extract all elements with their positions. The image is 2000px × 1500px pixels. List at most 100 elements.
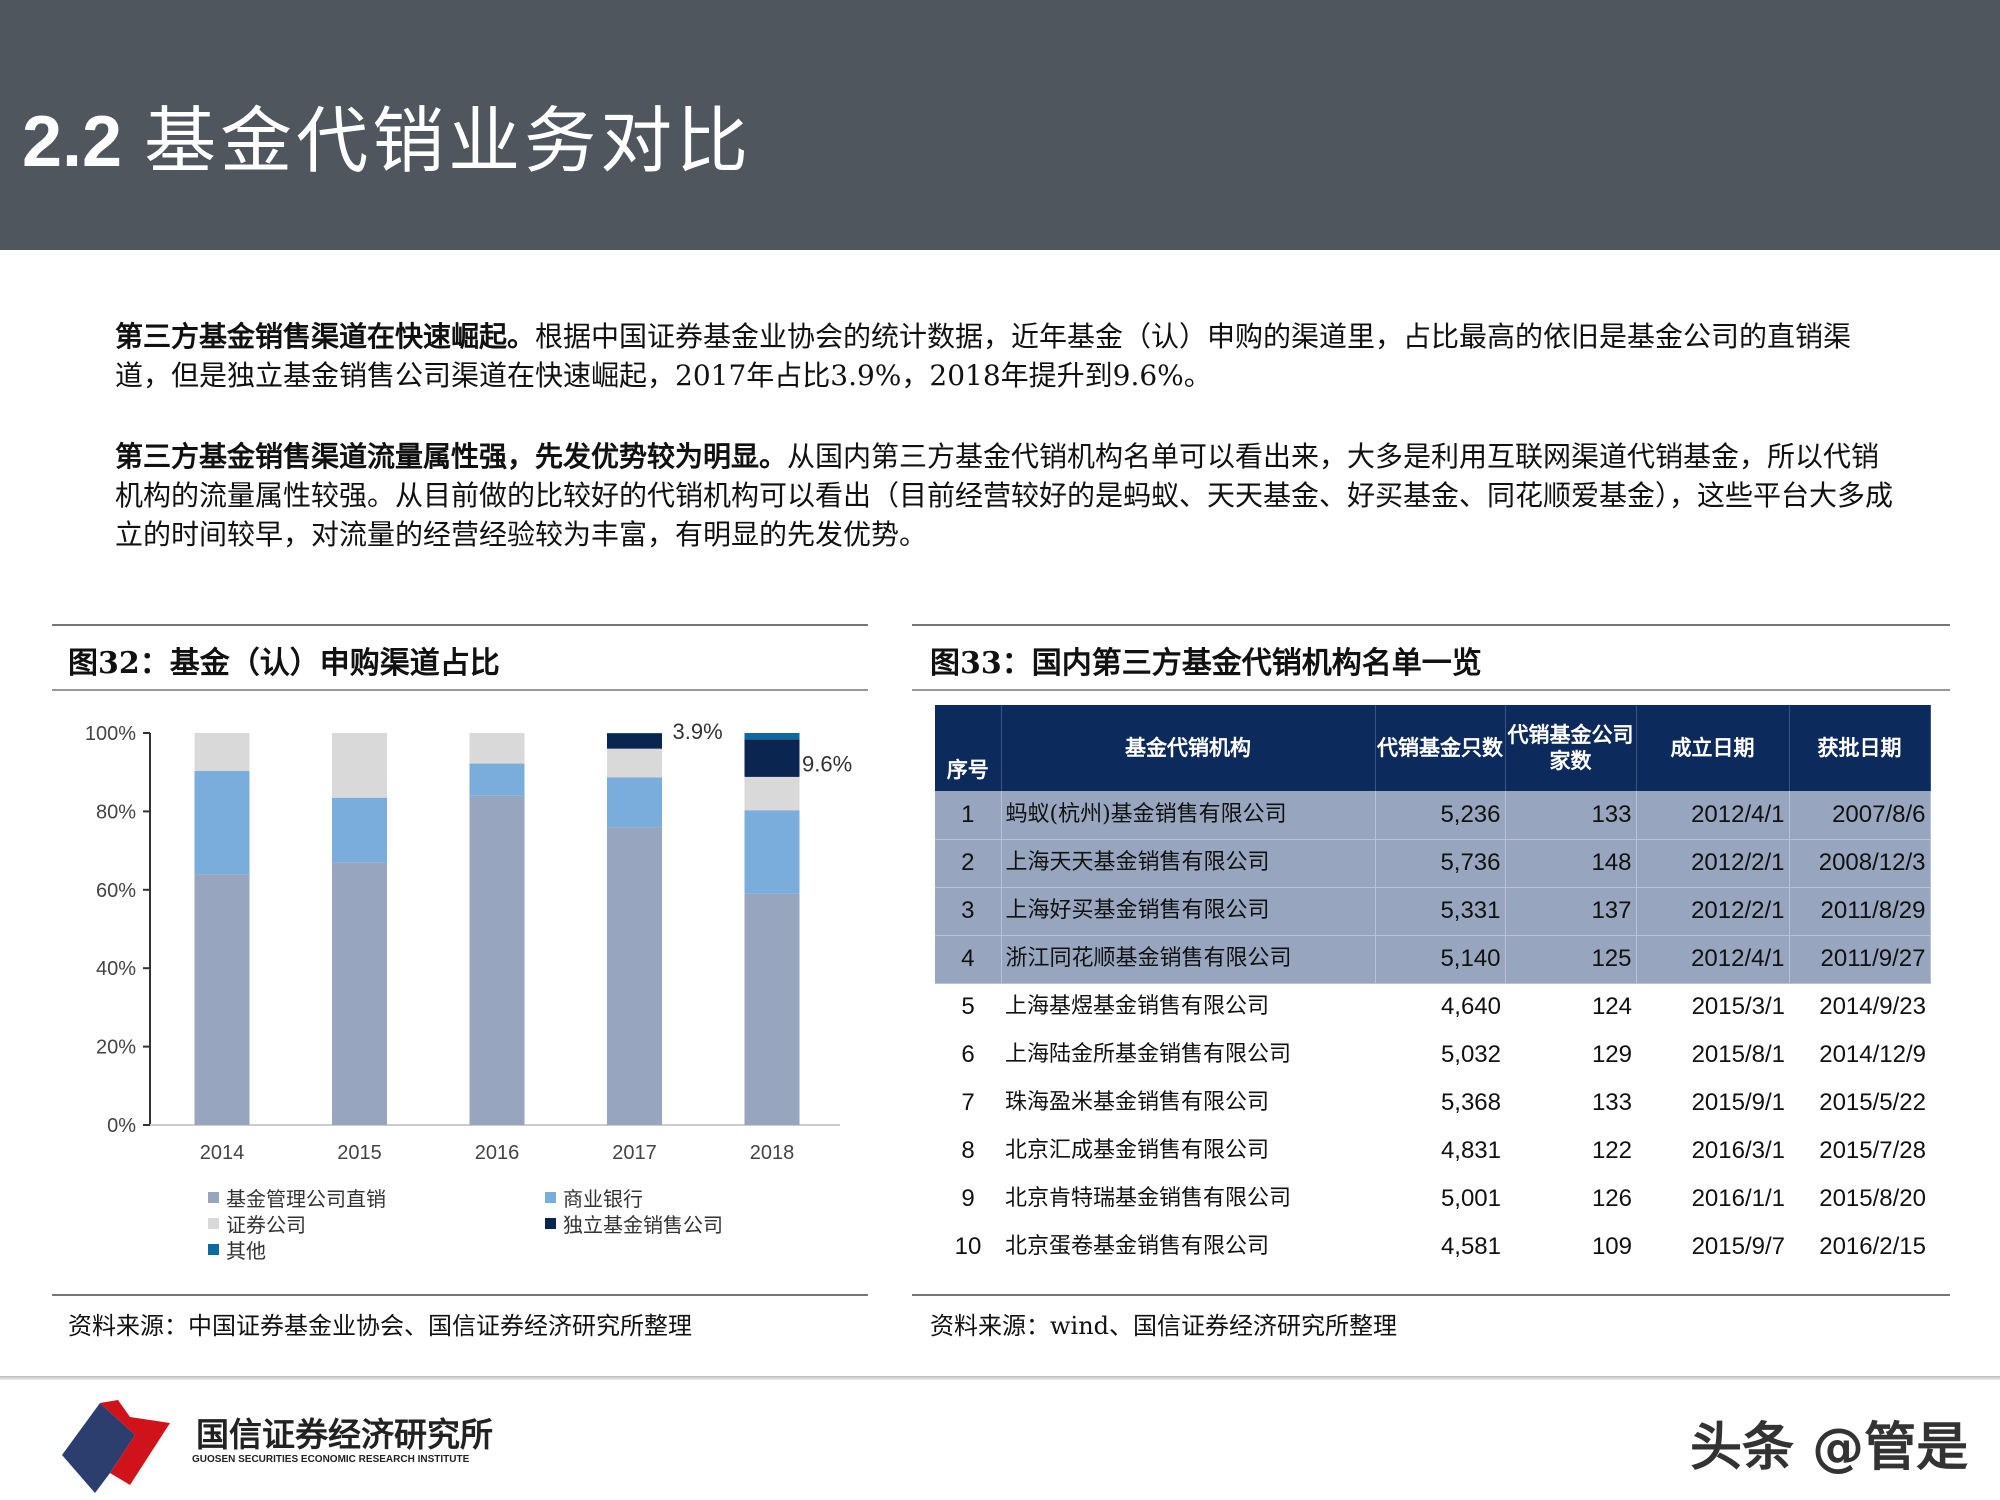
table-cell: 5,001: [1440, 1185, 1501, 1212]
table-cell: 5: [961, 993, 975, 1021]
legend-swatch: [545, 1192, 556, 1203]
table-cell: 3: [935, 887, 1002, 936]
table-row: 2 上海天天基金销售有限公司 5,736 148 2012/2/1 2008/12/3: [935, 839, 1931, 888]
bar-segment: [194, 733, 250, 772]
table-cell: 北京肯特瑞基金销售有限公司: [1005, 1186, 1292, 1211]
table-cell: 2007/8/6: [1789, 791, 1931, 840]
divider: [912, 1294, 1950, 1296]
table-row: 10 北京蛋卷基金销售有限公司 4,581 109 2015/9/7 2016/2/15: [935, 1223, 1930, 1271]
bar-segment: [744, 810, 800, 894]
bar-segment: [194, 874, 250, 1125]
legend-label: 基金管理公司直销: [226, 1187, 386, 1211]
table-row: 4 浙江同花顺基金销售有限公司 5,140 125 2012/4/1 2011/9/27: [935, 935, 1931, 984]
table-cell: 8: [961, 1137, 975, 1164]
y-tick-label: 0%: [107, 1115, 136, 1137]
column-header: 代销基金公司家数: [1505, 705, 1637, 791]
table-cell: 2014/9/23: [1819, 993, 1926, 1021]
table-cell: 2012/4/1: [1636, 935, 1790, 984]
table-cell: 10: [954, 1233, 982, 1260]
legend-label: 独立基金销售公司: [563, 1213, 723, 1237]
table-cell: 浙江同花顺基金销售有限公司: [1001, 935, 1376, 984]
table-cell: 2015/9/7: [1691, 1233, 1785, 1260]
bar-segment: [469, 763, 525, 796]
agency-table: 序号 基金代销机构 代销基金只数 代销基金公司家数 成立日期 获批日期 1 蚂蚁(杭州)基金…: [935, 705, 1931, 1271]
logo-subtext: GUOSEN SECURITIES ECONOMIC RESEARCH INST…: [192, 1454, 470, 1465]
bar-segment: [744, 739, 800, 777]
table-cell: 2015/9/1: [1691, 1089, 1785, 1116]
table-cell: 6: [961, 1041, 975, 1068]
table-cell: 2016/3/1: [1691, 1137, 1785, 1164]
table-cell: 2016/1/1: [1691, 1185, 1785, 1212]
legend-swatch: [545, 1218, 556, 1229]
x-tick-label: 2014: [200, 1142, 245, 1164]
table-cell: 5,236: [1375, 791, 1506, 840]
figure32-source: 资料来源：中国证券基金业协会、国信证券经济研究所整理: [68, 1312, 692, 1340]
bar-segment: [744, 733, 800, 740]
table-cell: 2016/2/15: [1819, 1233, 1926, 1260]
legend-label: 其他: [226, 1239, 266, 1263]
table-cell: 北京蛋卷基金销售有限公司: [1005, 1234, 1270, 1259]
table-cell: 148: [1505, 839, 1637, 888]
table-cell: 5,140: [1375, 935, 1506, 984]
figure32-title: 图32：基金（认）申购渠道占比: [68, 646, 500, 681]
table-cell: 2: [935, 839, 1002, 888]
table-cell: 2015/3/1: [1691, 993, 1785, 1021]
data-label: 9.6%: [802, 751, 852, 776]
table-cell: 133: [1505, 791, 1637, 840]
table-cell: 5,368: [1440, 1089, 1501, 1116]
bar-segment: [744, 776, 800, 811]
y-tick-label: 60%: [96, 880, 136, 902]
x-tick-label: 2018: [750, 1142, 795, 1164]
table-cell: 122: [1591, 1137, 1632, 1164]
table-cell: 上海陆金所基金销售有限公司: [1005, 1042, 1292, 1067]
bar-segment: [607, 748, 662, 778]
bar-segment: [744, 893, 800, 1125]
table-cell: 上海好买基金销售有限公司: [1001, 887, 1376, 936]
table-cell: 5,032: [1440, 1041, 1501, 1068]
footer-divider: [0, 1376, 2000, 1380]
table-cell: 2015/5/22: [1819, 1089, 1926, 1116]
table-row: 5 上海基煜基金销售有限公司 4,640 124 2015/3/1 2014/9/23: [935, 983, 1930, 1031]
table-cell: 124: [1591, 993, 1632, 1021]
y-tick-label: 80%: [96, 801, 136, 823]
table-cell: 2014/12/9: [1819, 1041, 1926, 1068]
column-header: 代销基金只数: [1375, 705, 1506, 791]
bar-segment: [607, 827, 662, 1125]
table-cell: 137: [1505, 887, 1637, 936]
legend-label: 证券公司: [226, 1213, 306, 1237]
x-tick-label: 2015: [337, 1142, 382, 1164]
table-cell: 5,736: [1375, 839, 1506, 888]
table-cell: 4: [935, 935, 1002, 984]
x-tick-label: 2017: [612, 1142, 657, 1164]
watermark: 头条 @管是: [1690, 1418, 1969, 1478]
table-cell: 上海天天基金销售有限公司: [1001, 839, 1376, 888]
table-cell: 2012/2/1: [1636, 887, 1790, 936]
bar-segment: [332, 797, 387, 863]
divider: [52, 689, 868, 691]
table-cell: 2015/8/1: [1691, 1041, 1785, 1068]
bar-segment: [332, 862, 387, 1125]
table-cell: 蚂蚁(杭州)基金销售有限公司: [1001, 791, 1376, 840]
divider: [912, 689, 1950, 691]
bar-segment: [607, 733, 662, 749]
data-label: 3.9%: [673, 719, 723, 744]
table-cell: 2012/2/1: [1636, 839, 1790, 888]
divider: [52, 1294, 868, 1296]
x-tick-label: 2016: [475, 1142, 520, 1164]
table-cell: 2011/9/27: [1789, 935, 1931, 984]
y-tick-label: 100%: [85, 723, 136, 745]
table-cell: 1: [935, 791, 1002, 840]
table-row: 3 上海好买基金销售有限公司 5,331 137 2012/2/1 2011/8/29: [935, 887, 1931, 936]
legend-label: 商业银行: [563, 1187, 643, 1211]
table-cell: 2012/4/1: [1636, 791, 1790, 840]
table-cell: 上海基煜基金销售有限公司: [1005, 994, 1270, 1020]
figure33-source: 资料来源：wind、国信证券经济研究所整理: [930, 1312, 1398, 1340]
column-header: 序号: [935, 705, 1002, 791]
table-row: 9 北京肯特瑞基金销售有限公司 5,001 126 2016/1/1 2015/8/20: [935, 1175, 1930, 1223]
table-cell: 4,640: [1440, 993, 1501, 1021]
paragraph-1: 第三方基金销售渠道在快速崛起。根据中国证券基金业协会的统计数据，近年基金（认）申…: [115, 320, 1852, 392]
column-header: 基金代销机构: [1001, 705, 1376, 791]
y-tick-label: 20%: [96, 1037, 136, 1059]
y-tick-label: 40%: [96, 958, 136, 980]
table-row: 6 上海陆金所基金销售有限公司 5,032 129 2015/8/1 2014/12/9: [935, 1031, 1930, 1079]
